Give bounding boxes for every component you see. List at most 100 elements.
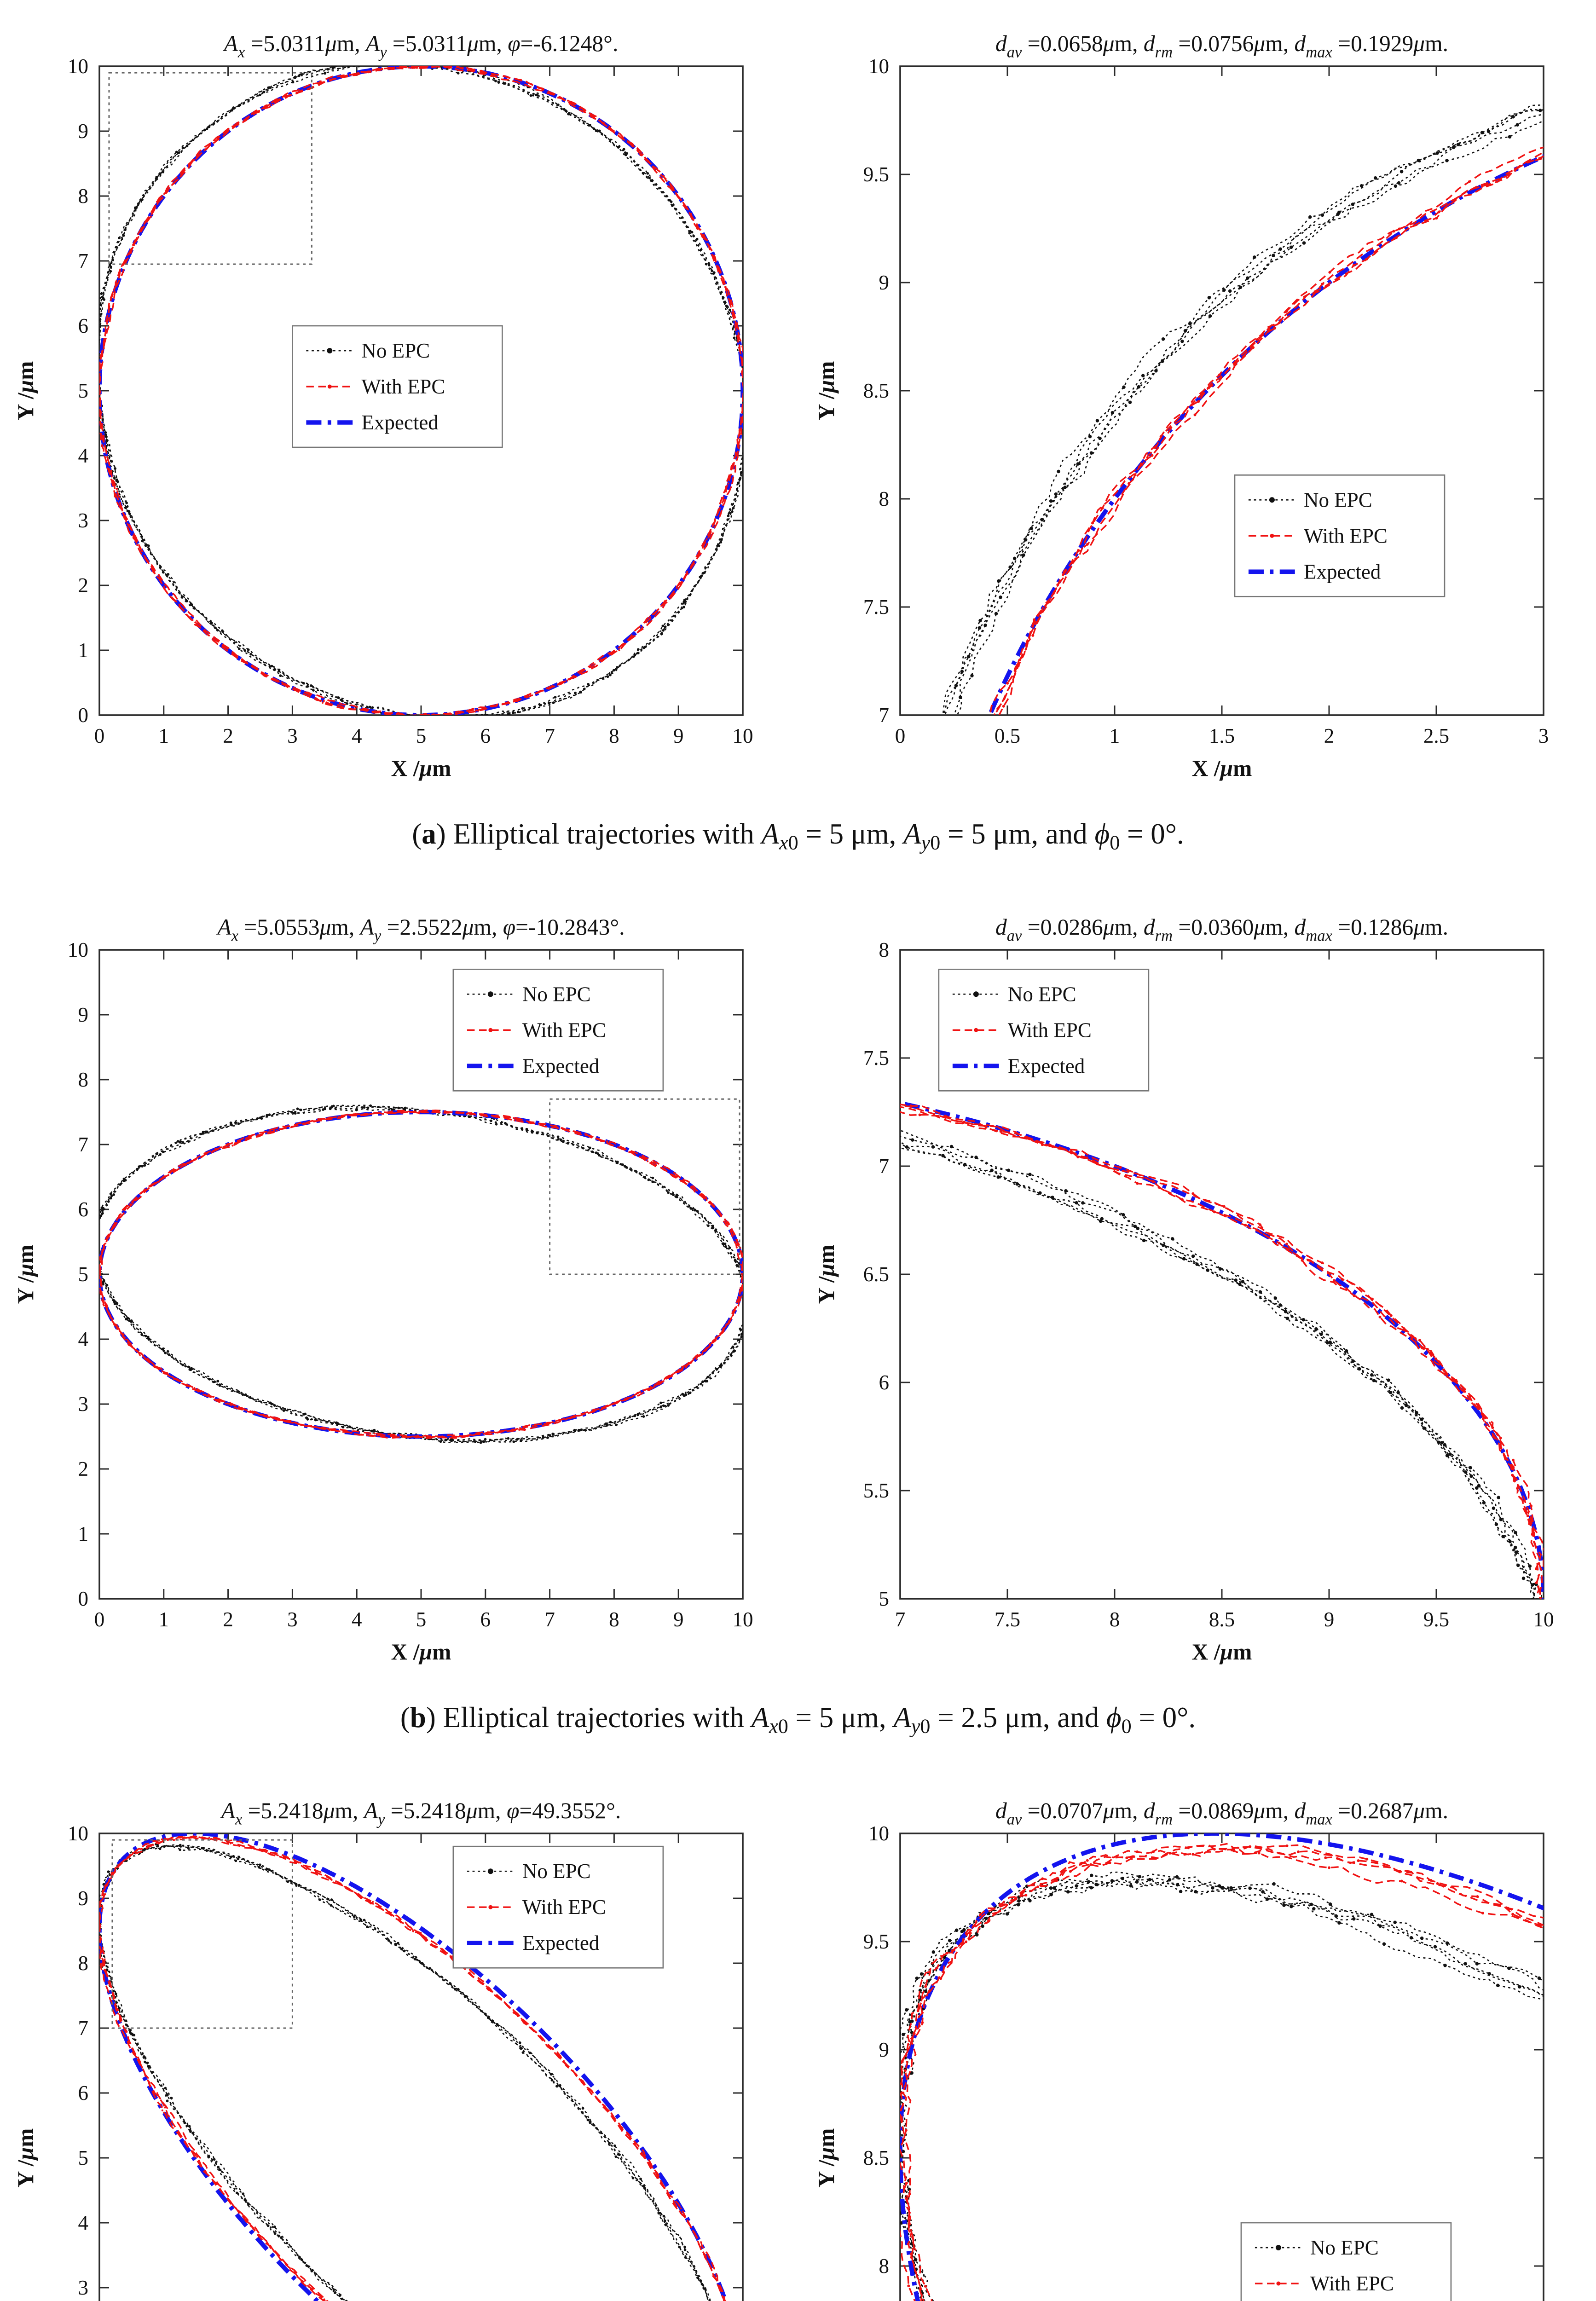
- legend-item-label: With EPC: [1304, 524, 1388, 547]
- caption-text-segment: = 0°.: [1120, 817, 1184, 850]
- legend-item: Expected: [1248, 560, 1381, 583]
- svg-text:10: 10: [68, 55, 88, 78]
- legend-item: No EPC: [306, 339, 430, 362]
- caption-text-segment: A: [893, 1701, 911, 1734]
- svg-text:4: 4: [78, 444, 89, 467]
- series-with_epc-markers: [99, 1110, 743, 1440]
- svg-text:8: 8: [78, 185, 89, 208]
- legend-item-label: With EPC: [361, 375, 445, 398]
- series-no_epc-path: [900, 1130, 1543, 1599]
- svg-text:6: 6: [480, 1608, 491, 1631]
- svg-text:9: 9: [879, 2039, 890, 2062]
- legend-item-label: Expected: [361, 411, 438, 434]
- caption-text-segment: x: [769, 1716, 778, 1739]
- svg-text:6: 6: [78, 1198, 89, 1221]
- caption-text-segment: y: [911, 1716, 920, 1739]
- legend-box: [1234, 474, 1446, 597]
- svg-text:5: 5: [416, 724, 427, 747]
- axis-ticks: [899, 65, 1544, 716]
- legend-marker-sample: [1276, 2282, 1281, 2286]
- series-expected-path: [900, 1833, 1544, 2301]
- axis-tick-labels: 7 7.5 8 8.5 9 9.5 10 5 5.5 6 6.5 7 7.5 8: [863, 938, 1554, 1631]
- svg-text:9.5: 9.5: [863, 1931, 889, 1954]
- series-with_epc-markers: [99, 1836, 710, 2301]
- legend: No EPC With EPC Expected: [938, 969, 1150, 1092]
- legend-item: Expected: [467, 1055, 599, 1078]
- zoom-region-box: [549, 1098, 740, 1275]
- svg-text:2: 2: [223, 724, 233, 747]
- legend-item: With EPC: [952, 1019, 1092, 1042]
- legend-box: [452, 969, 664, 1092]
- caption-text-segment: A: [751, 1701, 769, 1734]
- legend-item: With EPC: [1255, 2272, 1394, 2295]
- svg-text:3: 3: [78, 1393, 89, 1416]
- plot-title: Ax =5.0553μm, Ay =2.5522μm, φ=-10.2843°.: [216, 914, 625, 945]
- caption-text-segment: ϕ: [1106, 1701, 1122, 1734]
- series-layer: [99, 66, 743, 715]
- svg-text:9.5: 9.5: [1423, 1608, 1449, 1631]
- figure-row-c: Ax =5.2418μm, Ay =5.2418μm, φ=49.3552°.0…: [0, 1795, 1596, 2301]
- svg-text:0: 0: [895, 724, 906, 747]
- axis-ticks: [899, 949, 1544, 1600]
- svg-text:2: 2: [78, 574, 89, 597]
- y-axis-label: Y /μm: [814, 2128, 839, 2188]
- svg-text:10: 10: [868, 1822, 889, 1845]
- svg-text:9.5: 9.5: [863, 163, 889, 186]
- x-axis-label: X /μm: [1192, 756, 1252, 781]
- y-axis-label: Y /μm: [814, 361, 839, 421]
- legend-item: No EPC: [467, 983, 591, 1006]
- caption-text-segment: ) Elliptical trajectories with: [426, 1701, 752, 1734]
- plot-panel-c-left: Ax =5.2418μm, Ay =5.2418μm, φ=49.3552°.0…: [11, 1795, 784, 2301]
- plot-a-left-canvas: Ax =5.0311μm, Ay =5.0311μm, φ=-6.1248°.0…: [13, 31, 753, 781]
- legend-marker-sample: [1275, 2245, 1281, 2251]
- svg-text:4: 4: [78, 2212, 89, 2235]
- series-no_epc-markers: [954, 104, 1544, 700]
- x-axis-label: X /μm: [1192, 1639, 1252, 1665]
- legend-marker-sample: [1269, 497, 1275, 503]
- caption-text-segment: = 5 μm, and: [940, 817, 1095, 850]
- series-layer: [99, 1833, 728, 2301]
- caption-a: (a) Elliptical trajectories with Ax0 = 5…: [0, 817, 1596, 856]
- svg-text:8.5: 8.5: [863, 2147, 889, 2170]
- svg-text:9: 9: [78, 120, 89, 143]
- svg-text:9: 9: [1324, 1608, 1335, 1631]
- svg-text:8: 8: [879, 938, 890, 961]
- plot-panel-a-right: dav =0.0658μm, drm =0.0756μm, dmax =0.19…: [812, 28, 1585, 792]
- series-with_epc-markers: [909, 1104, 1544, 1584]
- svg-text:7: 7: [544, 724, 555, 747]
- svg-text:8: 8: [609, 1608, 619, 1631]
- legend-item-label: No EPC: [1304, 488, 1372, 511]
- svg-text:0: 0: [78, 1587, 89, 1610]
- plot-c-left-canvas: Ax =5.2418μm, Ay =5.2418μm, φ=49.3552°.0…: [13, 1798, 744, 2301]
- svg-text:8: 8: [879, 487, 890, 510]
- legend-item: With EPC: [467, 1896, 606, 1919]
- legend-item: No EPC: [952, 983, 1076, 1006]
- legend-item: With EPC: [467, 1019, 606, 1042]
- legend-marker-sample: [327, 348, 333, 353]
- svg-text:2: 2: [1324, 724, 1335, 747]
- series-with_epc-path: [900, 1843, 1544, 2301]
- series-with_epc-path: [99, 1835, 726, 2301]
- caption-text-segment: A: [761, 817, 779, 850]
- svg-text:10: 10: [68, 938, 88, 961]
- series-no_epc-path: [99, 1104, 743, 1444]
- axis-tick-labels: 0 1 2 3 4 5 6 7 8 9 10 0 1 2 3 4 5 6 7 8 9 10: [68, 938, 753, 1631]
- legend-item-label: No EPC: [1008, 983, 1076, 1006]
- svg-text:7.5: 7.5: [995, 1608, 1020, 1631]
- svg-text:9: 9: [78, 1887, 89, 1910]
- series-expected-path: [900, 1101, 1544, 1599]
- legend-item: With EPC: [306, 375, 445, 398]
- plot-panel-c-right: dav =0.0707μm, drm =0.0869μm, dmax =0.26…: [812, 1795, 1585, 2301]
- caption-text-segment: a: [422, 817, 436, 850]
- svg-text:5: 5: [78, 1263, 89, 1286]
- plot-b-right-canvas: dav =0.0286μm, drm =0.0360μm, dmax =0.12…: [814, 914, 1554, 1665]
- svg-text:5: 5: [416, 1608, 427, 1631]
- legend-box: [292, 325, 503, 448]
- series-expected-path: [987, 154, 1544, 715]
- svg-text:7: 7: [879, 1155, 890, 1178]
- svg-text:7: 7: [78, 249, 89, 272]
- series-with_epc-path: [99, 66, 743, 715]
- series-with_epc-markers: [99, 66, 743, 715]
- series-with_epc-path: [989, 146, 1544, 715]
- svg-text:10: 10: [68, 1822, 88, 1845]
